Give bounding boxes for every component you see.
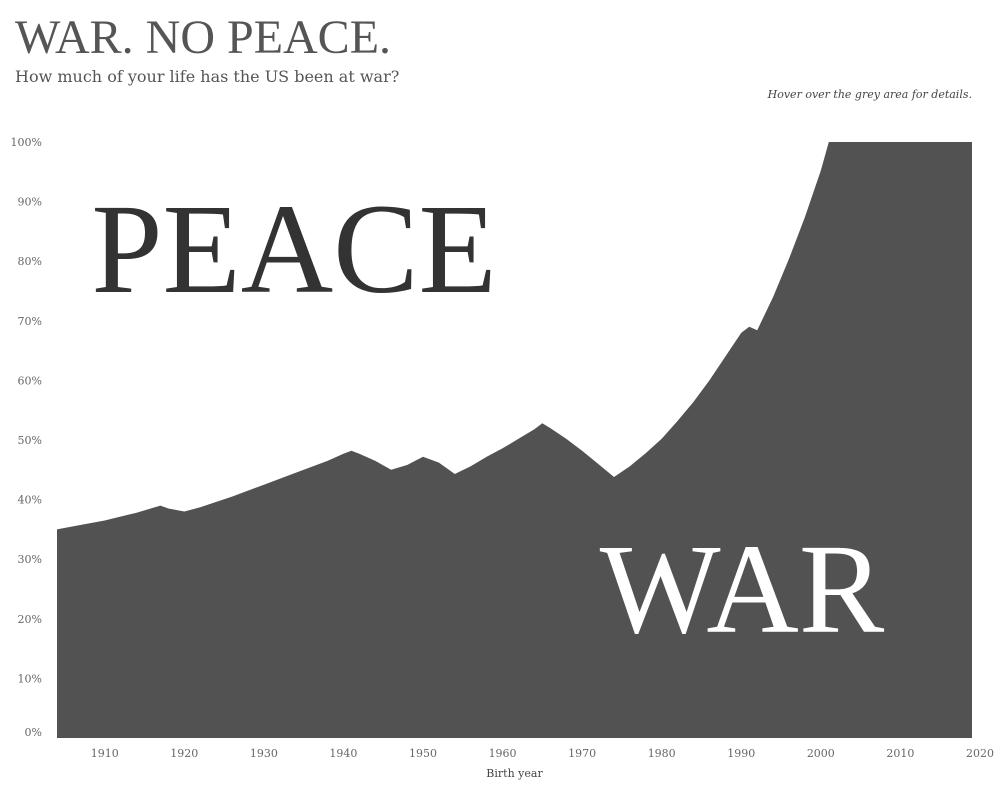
x-tick-label: 2020	[966, 747, 994, 760]
peace-annotation: PEACE	[91, 178, 496, 320]
y-tick-label: 30%	[18, 553, 42, 566]
x-tick-label: 1930	[250, 747, 278, 760]
y-tick-label: 50%	[18, 434, 42, 447]
war-annotation: WAR	[600, 518, 885, 660]
x-axis-title: Birth year	[486, 767, 543, 780]
y-tick-label: 40%	[18, 494, 42, 507]
x-tick-label: 1950	[409, 747, 437, 760]
y-tick-label: 60%	[18, 374, 42, 387]
x-tick-label: 1940	[329, 747, 357, 760]
war-area[interactable]	[57, 142, 972, 738]
y-tick-label: 100%	[11, 136, 42, 149]
y-tick-label: 0%	[25, 726, 42, 739]
x-tick-label: 1980	[648, 747, 676, 760]
y-tick-label: 20%	[18, 613, 42, 626]
x-tick-label: 1910	[91, 747, 119, 760]
y-tick-label: 70%	[18, 315, 42, 328]
x-tick-label: 2000	[807, 747, 835, 760]
x-tick-label: 1960	[489, 747, 517, 760]
x-axis-ticks: 1910 1920 1930 1940 1950 1960 1970 1980 1990 2000…	[91, 747, 994, 760]
y-tick-label: 90%	[18, 196, 42, 209]
hover-hint: Hover over the grey area for details.	[767, 88, 972, 101]
x-tick-label: 2010	[886, 747, 914, 760]
x-tick-label: 1920	[170, 747, 198, 760]
x-tick-label: 1970	[568, 747, 596, 760]
y-tick-label: 80%	[18, 255, 42, 268]
page-title: WAR. NO PEACE.	[15, 11, 392, 64]
y-axis-ticks: 0% 10% 20% 30% 40% 50% 60% 70% 80% 90% 100%	[11, 136, 42, 739]
y-tick-label: 10%	[18, 672, 42, 685]
page-subtitle: How much of your life has the US been at…	[15, 67, 400, 86]
x-tick-label: 1990	[727, 747, 755, 760]
